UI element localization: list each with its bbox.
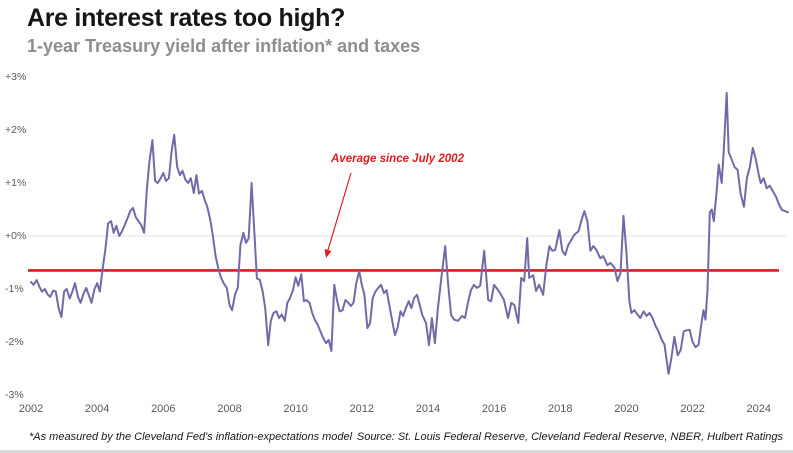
chart-subtitle: 1-year Treasury yield after inflation* a… — [27, 36, 421, 56]
y-tick-label: -1% — [5, 283, 24, 295]
treasury-yield-line — [30, 91, 789, 375]
x-tick-label: 2016 — [481, 403, 507, 415]
x-tick-label: 2010 — [283, 403, 308, 415]
x-tick-label: 2006 — [151, 403, 176, 415]
footnote-source: Source: St. Louis Federal Reserve, Cleve… — [356, 431, 783, 443]
x-tick-label: 2024 — [746, 403, 771, 415]
average-annotation-label: Average since July 2002 — [331, 153, 464, 165]
footnote-inflation-model: *As measured by the Cleveland Fed's infl… — [29, 431, 353, 443]
y-tick-label: -3% — [5, 389, 24, 401]
x-tick-label: 2002 — [18, 403, 44, 415]
page-title: Are interest rates too high? — [27, 4, 346, 32]
y-tick-label: +1% — [5, 177, 27, 189]
annotation-arrow — [324, 172, 352, 258]
x-tick-label: 2014 — [415, 403, 441, 415]
y-tick-label: +3% — [5, 71, 27, 83]
x-tick-label: 2020 — [614, 403, 639, 415]
y-tick-label: -2% — [5, 336, 24, 348]
y-tick-label: +2% — [5, 124, 27, 136]
x-tick-label: 2004 — [84, 403, 110, 415]
x-tick-label: 2012 — [349, 403, 375, 415]
x-tick-label: 2018 — [548, 403, 573, 415]
x-tick-label: 2022 — [680, 403, 705, 415]
x-tick-label: 2008 — [217, 403, 242, 415]
y-tick-label: +0% — [5, 230, 27, 242]
